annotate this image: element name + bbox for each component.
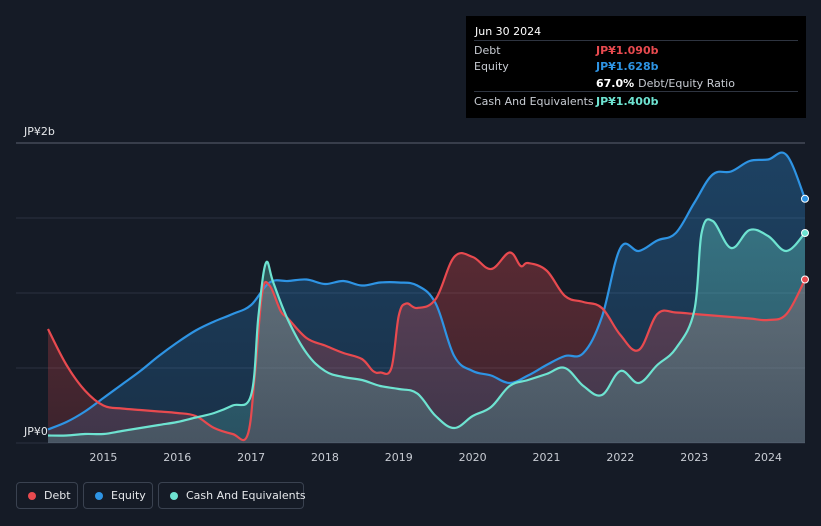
legend-cash[interactable]: Cash And Equivalents xyxy=(158,482,306,509)
debt-endpoint xyxy=(801,275,809,284)
tooltip-ratio-row: 67.0% Debt/Equity Ratio xyxy=(474,74,798,91)
equity-line xyxy=(47,151,807,431)
tooltip-debt-row: Debt JP¥1.090b xyxy=(474,40,798,58)
tooltip-debt-label: Debt xyxy=(474,44,501,57)
x-axis-ticks: 2015 2016 2017 2018 2019 2020 2021 2022 2023 2024 xyxy=(89,451,782,464)
legend-cash-label: Cash And Equivalents xyxy=(186,489,306,502)
tooltip-ratio-number: 67.0% xyxy=(596,77,635,90)
tooltip-cash-value: JP¥1.400b xyxy=(596,95,659,108)
legend-debt-dot xyxy=(28,492,36,500)
cash-line xyxy=(47,218,806,437)
y-axis-zero-label: JP¥0 xyxy=(24,425,48,438)
equity-endpoint xyxy=(801,194,809,203)
x-tick-label: 2018 xyxy=(311,451,339,464)
tooltip-equity-label: Equity xyxy=(474,60,509,73)
legend-debt-label: Debt xyxy=(44,489,71,502)
tooltip-debt-value: JP¥1.090b xyxy=(596,44,659,57)
tooltip-equity-value: JP¥1.628b xyxy=(596,60,659,73)
x-tick-label: 2017 xyxy=(237,451,265,464)
cash-area xyxy=(48,219,805,443)
tooltip-ratio-label: Debt/Equity Ratio xyxy=(638,77,735,90)
legend-equity-label: Equity xyxy=(111,489,146,502)
x-tick-label: 2019 xyxy=(385,451,413,464)
legend-cash-dot xyxy=(170,492,178,500)
tooltip-cash-label: Cash And Equivalents xyxy=(474,95,594,108)
legend-equity[interactable]: Equity xyxy=(83,482,153,509)
x-tick-label: 2024 xyxy=(754,451,782,464)
tooltip-date: Jun 30 2024 xyxy=(475,25,542,38)
y-axis-max-label: JP¥2b xyxy=(24,125,55,138)
legend-debt[interactable]: Debt xyxy=(16,482,78,509)
x-tick-label: 2016 xyxy=(163,451,191,464)
series-areas xyxy=(48,152,805,444)
tooltip-cash-row: Cash And Equivalents JP¥1.400b xyxy=(474,91,798,109)
data-tooltip: Jun 30 2024 Debt JP¥1.090b Equity JP¥1.6… xyxy=(466,16,806,118)
tooltip-equity-row: Equity JP¥1.628b xyxy=(474,57,798,74)
x-tick-label: 2022 xyxy=(606,451,634,464)
series-lines xyxy=(47,151,807,442)
tooltip-ratio-value: 67.0% Debt/Equity Ratio xyxy=(596,77,735,90)
series-endpoints xyxy=(801,194,809,284)
x-tick-label: 2015 xyxy=(89,451,117,464)
x-tick-label: 2020 xyxy=(459,451,487,464)
x-tick-label: 2023 xyxy=(680,451,708,464)
legend-equity-dot xyxy=(95,492,103,500)
x-tick-label: 2021 xyxy=(533,451,561,464)
cash-endpoint xyxy=(801,229,809,237)
debt-line xyxy=(47,251,806,442)
